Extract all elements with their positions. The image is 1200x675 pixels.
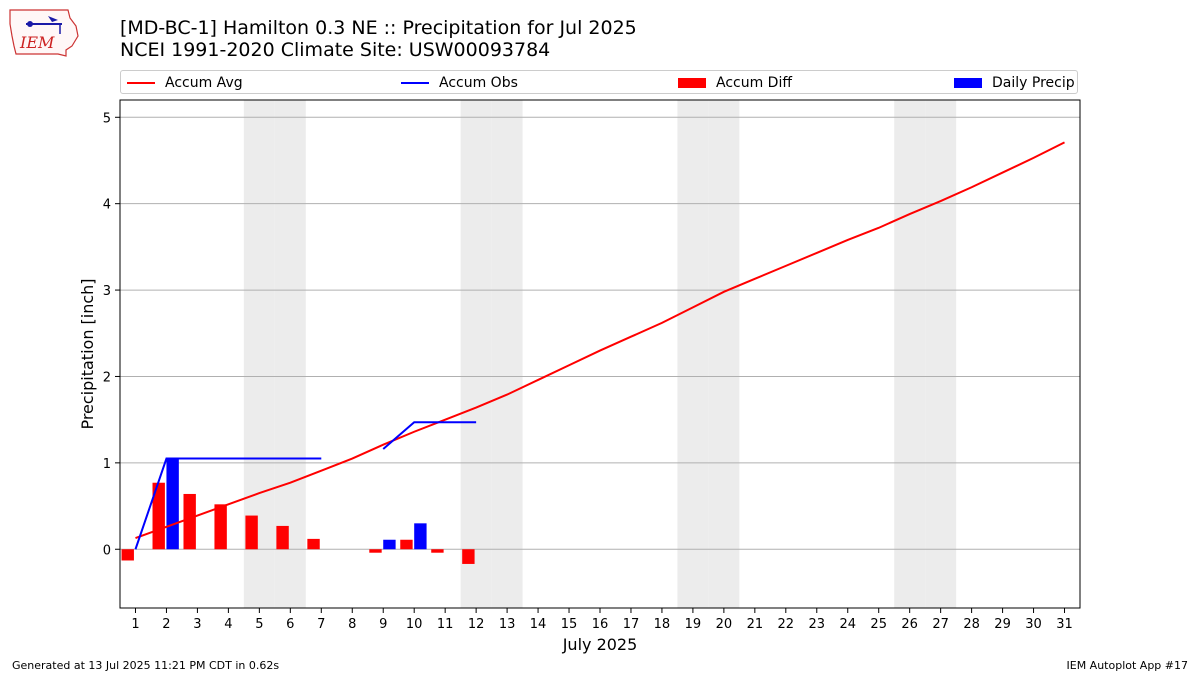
x-tick-label: 4 xyxy=(224,617,232,632)
x-tick-label: 3 xyxy=(193,617,201,632)
legend-item-accum-diff: Accum Diff xyxy=(678,74,792,92)
y-tick-label: 2 xyxy=(103,370,111,385)
y-tick-label: 4 xyxy=(103,198,111,213)
x-tick-label: 29 xyxy=(994,617,1011,632)
x-tick-label: 2 xyxy=(162,617,170,632)
accum-diff-bar xyxy=(400,539,413,550)
iem-logo-graphic: IEM xyxy=(9,9,79,57)
legend-swatch-accum-obs xyxy=(401,82,429,84)
x-tick-label: 8 xyxy=(348,617,356,632)
weekend-band xyxy=(894,100,926,608)
iem-logo: IEM xyxy=(8,6,80,58)
legend-swatch-accum-diff xyxy=(678,78,706,88)
legend-label-daily-precip: Daily Precip xyxy=(992,75,1075,91)
x-tick-label: 1 xyxy=(131,617,139,632)
x-tick-label: 22 xyxy=(778,617,795,632)
daily-precip-bar xyxy=(166,458,179,550)
chart-title: [MD-BC-1] Hamilton 0.3 NE :: Precipitati… xyxy=(120,17,637,39)
accum-obs-line xyxy=(134,457,322,550)
x-tick-label: 14 xyxy=(530,617,547,632)
legend-item-accum-obs: Accum Obs xyxy=(401,74,518,92)
weekend-band xyxy=(708,100,740,608)
y-tick-label: 1 xyxy=(103,457,111,472)
x-tick-label: 15 xyxy=(561,617,578,632)
chart-legend: Accum Avg Accum Obs Accum Diff Daily Pre… xyxy=(120,70,1078,94)
weekend-band xyxy=(460,100,492,608)
x-tick-label: 11 xyxy=(437,617,454,632)
legend-swatch-accum-avg xyxy=(127,82,155,84)
legend-label-accum-avg: Accum Avg xyxy=(165,75,243,91)
legend-item-accum-avg: Accum Avg xyxy=(127,74,243,92)
x-tick-label: 21 xyxy=(747,617,764,632)
daily-precip-bar xyxy=(414,523,427,550)
accum-diff-bar xyxy=(183,493,196,550)
x-tick-label: 18 xyxy=(654,617,671,632)
accum-avg-line xyxy=(135,141,1065,539)
x-tick-label: 19 xyxy=(685,617,702,632)
accum-diff-bar xyxy=(369,549,382,553)
x-tick-label: 5 xyxy=(255,617,263,632)
x-tick-label: 13 xyxy=(499,617,516,632)
weekend-band xyxy=(274,100,306,608)
accum-obs-line xyxy=(382,421,477,450)
chart-subtitle: NCEI 1991-2020 Climate Site: USW00093784 xyxy=(120,39,551,61)
x-tick-label: 25 xyxy=(870,617,887,632)
weekend-band xyxy=(491,100,523,608)
y-tick-label: 5 xyxy=(103,111,111,126)
accum-diff-bar xyxy=(462,549,475,564)
accum-diff-bar xyxy=(431,549,444,553)
weekend-band xyxy=(925,100,957,608)
x-axis-label: July 2025 xyxy=(562,635,638,654)
line-series xyxy=(134,141,1065,550)
y-axis-label: Precipitation [inch] xyxy=(78,278,97,429)
x-tick-label: 16 xyxy=(592,617,609,632)
weekend-shading xyxy=(243,100,957,608)
legend-label-accum-diff: Accum Diff xyxy=(716,75,793,91)
legend-label-accum-obs: Accum Obs xyxy=(439,75,518,91)
app-label: IEM Autoplot App #17 xyxy=(1066,659,1189,672)
x-tick-label: 20 xyxy=(716,617,733,632)
accum-diff-bar xyxy=(307,538,320,550)
x-tick-label: 27 xyxy=(932,617,949,632)
x-tick-label: 23 xyxy=(809,617,826,632)
x-tick-label: 24 xyxy=(839,617,856,632)
accum-diff-bar xyxy=(152,482,165,550)
x-tick-label: 7 xyxy=(317,617,325,632)
y-tick-label: 3 xyxy=(103,284,111,299)
x-tick-label: 26 xyxy=(901,617,918,632)
x-tick-label: 10 xyxy=(406,617,423,632)
daily-precip-bar xyxy=(383,539,396,550)
x-tick-label: 6 xyxy=(286,617,294,632)
x-tick-label: 30 xyxy=(1025,617,1042,632)
accum-diff-bar xyxy=(214,504,227,550)
accum-diff-bar xyxy=(121,549,134,561)
legend-swatch-daily-precip xyxy=(954,78,982,88)
y-tick-label: 0 xyxy=(103,543,111,558)
x-tick-label: 12 xyxy=(468,617,485,632)
accum-diff-bar xyxy=(245,515,258,550)
x-tick-label: 28 xyxy=(963,617,980,632)
logo-text: IEM xyxy=(19,33,55,52)
weekend-band xyxy=(677,100,709,608)
x-tick-label: 9 xyxy=(379,617,387,632)
legend-item-daily-precip: Daily Precip xyxy=(954,74,1075,92)
accum-diff-bar xyxy=(276,525,289,550)
x-tick-label: 31 xyxy=(1056,617,1073,632)
x-tick-label: 17 xyxy=(623,617,640,632)
generated-timestamp: Generated at 13 Jul 2025 11:21 PM CDT in… xyxy=(12,659,280,672)
